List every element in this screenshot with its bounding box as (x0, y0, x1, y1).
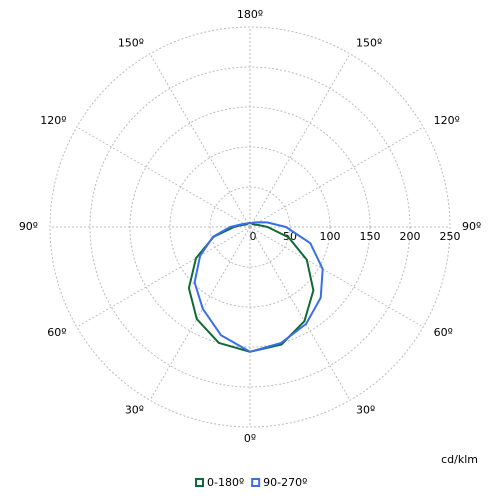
angle-tick-label: 30º (125, 404, 144, 417)
angle-tick-label: 150º (118, 36, 144, 49)
grid-spoke (249, 53, 351, 228)
angle-tick-label: 0º (244, 432, 256, 445)
grid-spoke (149, 53, 251, 228)
angle-tick-label: 60º (47, 326, 66, 339)
legend-label: 90-270º (263, 476, 307, 489)
angle-tick-label: 180º (237, 8, 263, 21)
grid-spoke (249, 226, 351, 401)
grid-spoke (249, 226, 424, 328)
angle-tick-label: 120º (434, 114, 460, 127)
angle-tick-label: 30º (356, 404, 375, 417)
r-tick-label: 100 (320, 230, 341, 243)
unit-label: cd/klm (441, 453, 478, 466)
grid-spoke (249, 126, 424, 228)
angle-tick-label: 90º (19, 220, 38, 233)
r-tick-label: 0 (250, 230, 257, 243)
series-line (193, 221, 324, 353)
grid-ring (49, 26, 451, 428)
angle-tick-label: 150º (356, 36, 382, 49)
legend-label: 0-180º (207, 476, 244, 489)
grid-spoke (76, 126, 251, 228)
legend-swatch (251, 478, 261, 487)
angle-tick-label: 60º (434, 326, 453, 339)
angle-tick-label: 90º (462, 220, 481, 233)
legend-swatch (195, 478, 204, 487)
angle-tick-label: 120º (40, 114, 66, 127)
r-tick-label: 150 (360, 230, 381, 243)
r-tick-label: 250 (440, 230, 461, 243)
grid-spoke (76, 226, 251, 328)
r-tick-label: 50 (283, 230, 297, 243)
grid-spoke (149, 226, 251, 401)
r-tick-label: 200 (400, 230, 421, 243)
